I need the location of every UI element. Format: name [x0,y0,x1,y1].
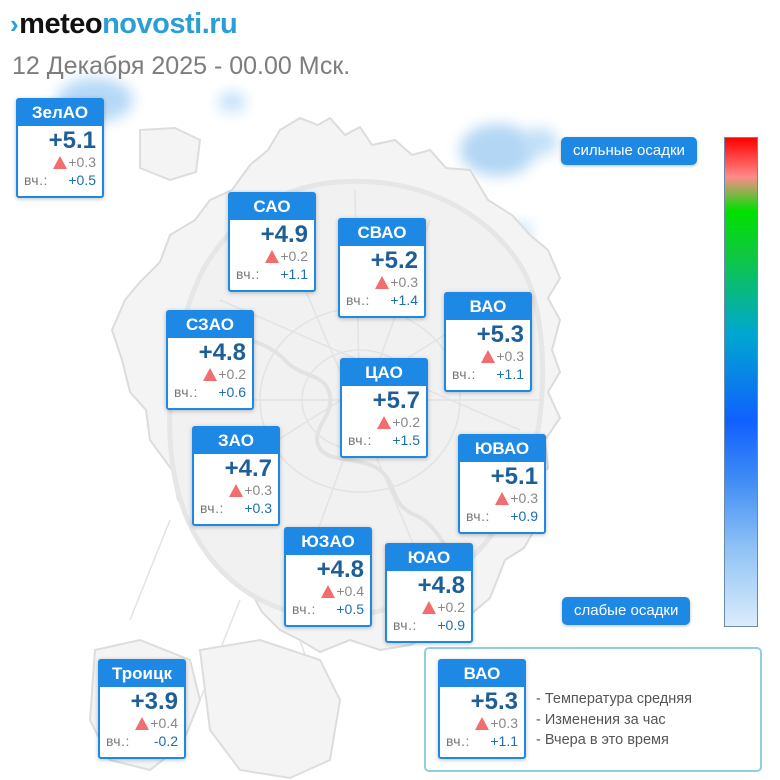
legend-sample-card: ВАО +5.3 +0.3 вч.: +1.1 [438,659,526,759]
yesterday-label: вч.: [174,384,198,400]
logo-text-prefix: meteo [19,8,103,40]
yesterday-label: вч.: [393,617,417,633]
district-yesterday: +1.1 [280,266,308,282]
district-name: ЗелАО [18,100,102,126]
change-up-icon [495,492,510,505]
district-card-yuao: ЮАО +4.8 +0.2 вч.: +0.9 [385,543,473,643]
district-yesterday: +0.9 [437,617,465,633]
district-temperature: +5.1 [490,463,538,490]
change-up-icon [53,156,68,169]
district-name: ЮАО [387,545,471,571]
change-up-icon [375,276,390,289]
district-name: ВАО [446,294,530,320]
yesterday-label: вч.: [446,733,470,749]
district-temperature: +4.8 [417,572,465,599]
precip-color-scale [724,137,758,627]
moscow-river [198,318,472,587]
district-card-szao: СЗАО +4.8 +0.2 вч.: +0.6 [166,310,254,410]
yesterday-label: вч.: [236,266,260,282]
district-temperature: +5.1 [48,127,96,154]
district-temperature: +4.7 [224,455,272,482]
district-card-cao: ЦАО +5.7 +0.2 вч.: +1.5 [340,358,428,458]
logo-text-suffix: novosti.ru [102,8,238,40]
change-up-icon [229,484,244,497]
precip-low-label: слабые осадки [562,597,691,625]
district-temperature: +4.8 [316,556,364,583]
district-card-zelao: ЗелАО +5.1 +0.3 вч.: +0.5 [16,98,104,198]
change-up-icon [321,585,336,598]
district-change: +0.3 [510,490,538,506]
district-yesterday: +1.1 [490,733,518,749]
logo-mark-icon: › [10,9,19,39]
yesterday-label: вч.: [292,601,316,617]
district-change: +0.3 [390,274,418,290]
district-temperature: +4.9 [260,221,308,248]
district-yesterday: -0.2 [153,733,178,749]
district-change: +0.4 [150,715,178,731]
district-change: +0.3 [490,715,518,731]
district-change: +0.4 [336,583,364,599]
district-change: +0.2 [280,248,308,264]
legend-line-yesterday: - Вчера в это время [536,732,669,748]
yesterday-label: вч.: [348,432,372,448]
district-yesterday: +1.5 [392,432,420,448]
district-temperature: +4.8 [198,339,246,366]
page-subtitle: 12 Декабря 2025 - 00.00 Мск. [12,52,351,80]
legend-descriptions: - Температура средняя - Изменения за час… [536,689,692,751]
district-name: САО [230,194,314,220]
precip-high-label: сильные осадки [561,137,697,165]
change-up-icon [203,368,218,381]
change-up-icon [422,601,437,614]
change-up-icon [481,350,496,363]
district-change: +0.2 [437,599,465,615]
yesterday-label: вч.: [106,733,130,749]
district-temperature: +5.3 [470,688,518,715]
district-temperature: +5.2 [370,247,418,274]
yesterday-label: вч.: [452,366,476,382]
district-change: +0.3 [244,482,272,498]
legend-line-temperature: - Температура средняя [536,691,692,707]
district-yesterday: +0.5 [336,601,364,617]
district-yesterday: +0.6 [218,384,246,400]
district-card-yuvao: ЮВАО +5.1 +0.3 вч.: +0.9 [458,434,546,534]
district-change: +0.2 [392,414,420,430]
yesterday-label: вч.: [466,508,490,524]
district-temperature: +5.7 [372,387,420,414]
district-name: ЮВАО [460,436,544,462]
district-card-sao: САО +4.9 +0.2 вч.: +1.1 [228,192,316,292]
site-logo[interactable]: › meteo novosti.ru [10,8,238,41]
legend-line-change: - Изменения за час [536,711,666,728]
district-yesterday: +1.1 [496,366,524,382]
district-change: +0.3 [68,154,96,170]
change-up-icon [135,717,150,730]
district-name: ЦАО [342,360,426,386]
district-card-vao: ВАО +5.3 +0.3 вч.: +1.1 [444,292,532,392]
yesterday-label: вч.: [346,292,370,308]
district-name: СВАО [340,220,424,246]
district-yesterday: +0.3 [244,500,272,516]
district-card-troitsk: Троицк +3.9 +0.4 вч.: -0.2 [98,659,186,759]
change-up-icon [475,717,490,730]
yesterday-label: вч.: [200,500,224,516]
change-up-icon [377,416,392,429]
district-yesterday: +0.5 [68,172,96,188]
district-name: ЗАО [194,428,278,454]
district-yesterday: +0.9 [510,508,538,524]
district-change: +0.2 [218,366,246,382]
district-name: ЮЗАО [286,529,370,555]
district-card-zao: ЗАО +4.7 +0.3 вч.: +0.3 [192,426,280,526]
district-name: СЗАО [168,312,252,338]
district-temperature: +3.9 [130,688,178,715]
yesterday-label: вч.: [24,172,48,188]
district-name: Троицк [100,661,184,687]
legend-box: ВАО +5.3 +0.3 вч.: +1.1 - Температура сре… [424,647,762,772]
district-change: +0.3 [496,348,524,364]
district-card-svao: СВАО +5.2 +0.3 вч.: +1.4 [338,218,426,318]
district-temperature: +5.3 [476,321,524,348]
district-yesterday: +1.4 [390,292,418,308]
district-card-yuzao: ЮЗАО +4.8 +0.4 вч.: +0.5 [284,527,372,627]
change-up-icon [265,250,280,263]
district-name: ВАО [440,661,524,687]
